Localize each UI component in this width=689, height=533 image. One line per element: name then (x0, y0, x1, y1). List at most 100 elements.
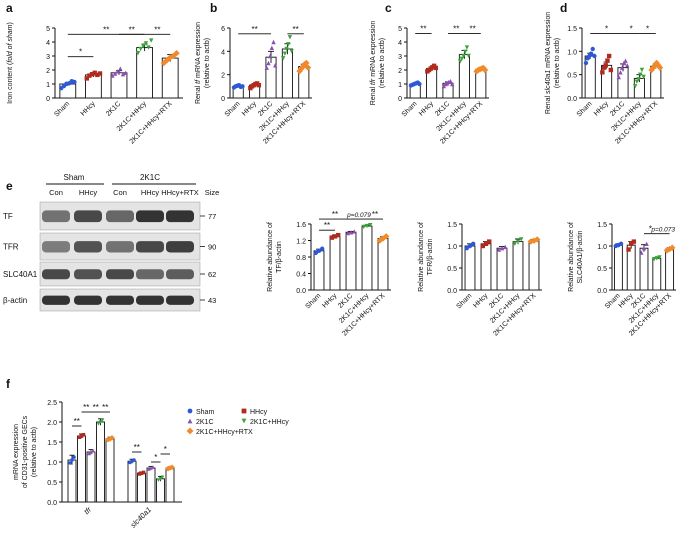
sig-label: * (154, 453, 157, 462)
x-tick-label: Sham (456, 292, 474, 310)
y-tick-label: 1.0 (567, 49, 577, 56)
y-axis-label-part: fold of sham (7, 24, 14, 62)
y-tick-label: 1.0 (47, 460, 57, 467)
sig-label: ** (103, 25, 109, 34)
data-point (483, 241, 489, 246)
y-axis-label-line2: (relative to actb) (379, 38, 386, 88)
bar (665, 248, 675, 291)
data-point (240, 84, 245, 89)
data-point (112, 71, 118, 76)
blot-lane-label: HHcy (141, 188, 160, 197)
sig-label: ** (102, 403, 108, 412)
bar (361, 225, 373, 291)
data-point (619, 65, 625, 70)
chart-panel-e2: 0.0 0.5 1.0 1.5 Relative abundance of TFR/β-a… (418, 222, 542, 337)
y-axis-label: Relative abundance of (418, 222, 425, 292)
data-point (187, 408, 193, 414)
x-tick-label: HHcy (321, 292, 338, 309)
y-axis-label: (relative to actb) (31, 427, 38, 477)
blot-row-label: TFR (3, 243, 19, 252)
bar (313, 250, 325, 291)
sig-label: * (649, 225, 652, 234)
y-axis-label-part: mRNA expression (195, 22, 202, 80)
y-tick-label: 1.5 (567, 26, 577, 33)
data-point (638, 72, 643, 77)
data-point (135, 51, 141, 56)
legend: Sham HHcy 2K1C 2K1C+HHcy 2K1C+HHcy+RTX (186, 408, 289, 436)
chart-panel-a: a 0 1 2 3 4 5 Iron content (fold of sham) Sham HH… (6, 1, 183, 145)
chart-panel-c: c 0 1 2 3 4 5 Renal tfr mRNA expression (relativ… (370, 1, 489, 145)
data-point (433, 65, 439, 71)
blot-band (74, 295, 102, 305)
data-point (457, 59, 463, 64)
x-tick-label: HHcy (80, 100, 97, 117)
y-axis-label-part: Relative abundance of (418, 222, 425, 292)
data-point (137, 472, 142, 476)
bar (96, 421, 105, 503)
data-point (141, 470, 146, 475)
sig-label: ** (74, 417, 80, 426)
y-axis-label-line2: SLC40A1/β-actin (577, 230, 584, 283)
x-tick-label: HHcy (241, 100, 258, 117)
data-point (271, 39, 276, 45)
data-point (496, 247, 501, 252)
data-point (87, 451, 91, 456)
data-point (72, 79, 77, 85)
blot-band (136, 269, 164, 280)
data-point (654, 256, 659, 261)
data-point (87, 73, 92, 78)
y-axis-label-part: Relative abundance of (568, 222, 575, 292)
blot-band (166, 210, 194, 223)
data-point (91, 448, 95, 453)
data-point (629, 241, 634, 246)
data-point (158, 477, 163, 481)
x-tick-label: HHcy (418, 100, 435, 117)
legend-label: 2K1C (196, 419, 214, 426)
data-point (616, 74, 621, 80)
data-point (669, 244, 676, 251)
y-tick-label: 1.5 (597, 222, 607, 229)
y-axis-label-part: mRNA expression (545, 12, 552, 70)
data-point (329, 235, 334, 240)
data-point (115, 69, 120, 74)
y-tick-label: 0.0 (447, 288, 457, 295)
blot-band (106, 295, 134, 305)
y-tick-label: 0.8 (296, 255, 306, 262)
bar (480, 243, 492, 291)
data-point (519, 237, 524, 242)
y-axis-label: Renal tfr mRNA expression (370, 21, 377, 106)
data-point (241, 418, 247, 424)
bar (77, 435, 86, 503)
y-tick-label: 3 (398, 54, 402, 61)
chart-panel-f: f 0.0 0.5 1.0 1.5 2.0 2.5 mRNA expression of CD3… (6, 377, 289, 530)
y-tick-label: 5 (46, 26, 50, 33)
data-point (120, 72, 126, 77)
data-point (89, 450, 93, 454)
data-point (280, 56, 286, 61)
data-point (89, 72, 95, 77)
y-axis-label-part: ) (7, 22, 14, 24)
data-point (187, 418, 193, 424)
y-axis-label-part: Renal (195, 84, 202, 104)
blot-lane-label: Con (113, 188, 127, 197)
bar (127, 460, 137, 503)
bar (67, 459, 77, 503)
data-point (656, 64, 664, 71)
y-axis-label: of CD31-positive GECs (22, 415, 29, 488)
data-point (332, 234, 338, 239)
data-point (515, 239, 521, 244)
data-point (320, 246, 325, 251)
data-point (304, 64, 312, 71)
data-point (109, 435, 115, 441)
x-tick-label: Sham (224, 100, 242, 118)
panel-label: f (6, 377, 11, 391)
data-point (151, 465, 155, 469)
y-tick-label: 0.0 (567, 96, 577, 103)
data-point (241, 408, 247, 414)
data-point (592, 53, 597, 59)
sig-label: * (164, 445, 167, 454)
data-point (623, 58, 628, 63)
data-point (149, 38, 154, 43)
data-point (464, 45, 470, 50)
